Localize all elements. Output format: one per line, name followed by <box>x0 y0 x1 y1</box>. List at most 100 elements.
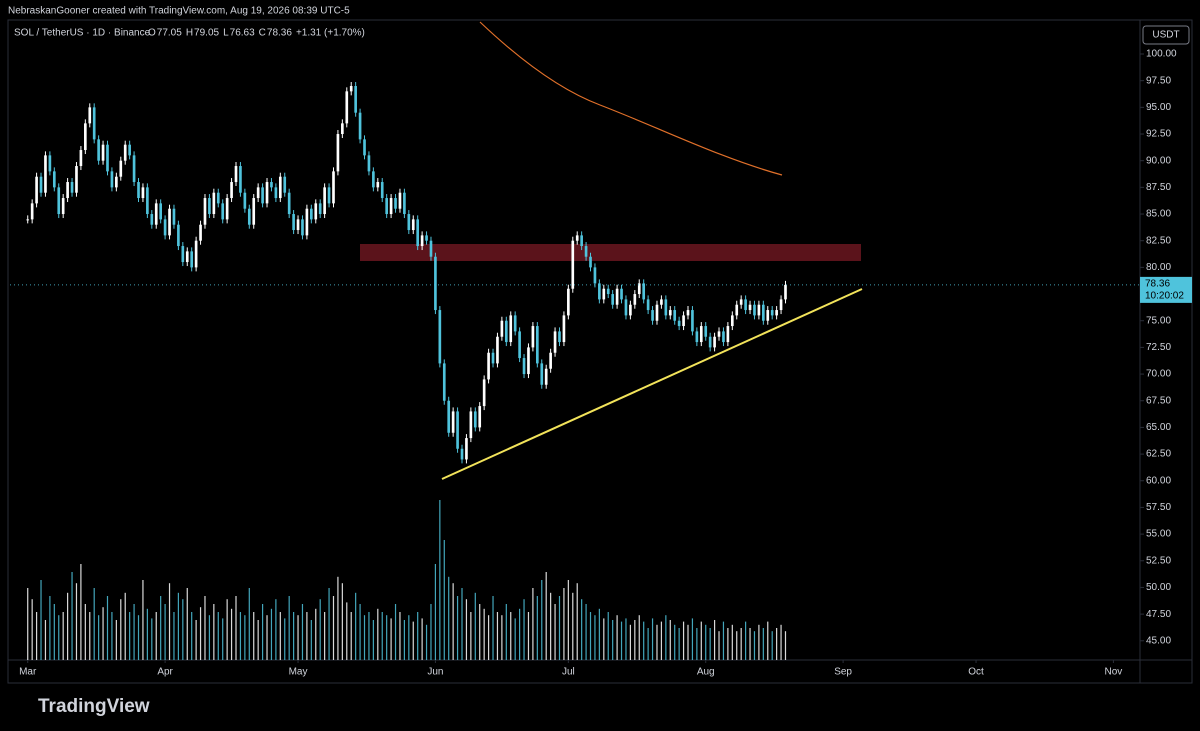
volume-bar <box>780 624 782 660</box>
candle <box>323 187 326 215</box>
volume-bar <box>523 599 525 660</box>
candle <box>341 123 344 135</box>
candle <box>70 182 74 193</box>
candle <box>84 123 87 151</box>
volume-bar <box>248 588 250 660</box>
candle <box>398 192 402 209</box>
candle <box>704 326 708 337</box>
candle <box>473 411 477 428</box>
candle <box>274 187 278 199</box>
candle <box>354 86 357 113</box>
candle <box>367 155 371 172</box>
volume-bar <box>115 620 117 660</box>
candle <box>79 150 83 167</box>
volume-bar <box>31 599 33 660</box>
y-tick-label: 52.50 <box>1146 555 1171 566</box>
candle <box>708 336 712 348</box>
logo: TradingView <box>38 696 150 717</box>
candle <box>305 208 309 236</box>
candle <box>575 235 579 241</box>
y-tick-label: 92.50 <box>1146 129 1171 140</box>
volume-bar <box>266 615 268 660</box>
y-tick-label: 62.50 <box>1146 449 1171 460</box>
volume-bar <box>669 620 671 660</box>
x-tick-label: May <box>289 667 308 678</box>
volume-bar <box>235 596 237 660</box>
y-tick-label: 50.00 <box>1146 582 1171 593</box>
volume-bar <box>727 628 729 660</box>
candle <box>132 155 136 183</box>
candle <box>185 251 189 263</box>
volume-bar <box>164 604 166 660</box>
frame <box>7 19 1193 684</box>
candle <box>345 91 349 124</box>
y-tick-label: 67.50 <box>1146 395 1171 406</box>
x-tick-label: Jun <box>427 667 443 678</box>
volume-bar <box>501 615 503 660</box>
volume-bar <box>536 596 538 660</box>
volume-bar <box>328 588 330 660</box>
candle <box>735 304 739 316</box>
volume-bar <box>558 596 561 660</box>
volume-bar <box>483 608 485 660</box>
candle <box>278 176 282 199</box>
volume-bar <box>191 612 193 660</box>
volume-bar <box>133 604 135 660</box>
candle <box>420 235 424 247</box>
candle <box>123 144 127 161</box>
candle <box>504 320 508 343</box>
volume-bar <box>643 621 645 660</box>
candle <box>633 294 637 305</box>
y-tick-label: 87.50 <box>1146 182 1171 193</box>
volume-bar <box>49 596 51 660</box>
volume-bar <box>651 618 654 660</box>
volume-bar <box>137 615 140 660</box>
volume-bar <box>696 628 698 660</box>
volume-bar <box>678 628 680 660</box>
volume-bar <box>456 596 459 660</box>
countdown: 10:20:02 <box>1145 291 1184 302</box>
candle <box>593 267 597 284</box>
candle <box>301 219 304 236</box>
y-tick-label: 82.50 <box>1146 235 1171 246</box>
candle <box>292 214 295 231</box>
volume-bar <box>625 618 627 660</box>
candle <box>380 182 384 199</box>
volume-bar <box>93 588 95 660</box>
ohlc-change: +1.31 (+1.70%) <box>296 28 365 39</box>
candle <box>611 294 614 305</box>
volume-bar <box>315 608 317 660</box>
y-tick-label: 60.00 <box>1146 475 1171 486</box>
candle <box>615 288 619 305</box>
volume-bar <box>394 604 397 660</box>
volume-bar <box>186 588 188 660</box>
candle <box>744 299 747 311</box>
symbol: SOL / TetherUS · 1D · Binance <box>14 28 151 39</box>
volume-bar <box>399 612 401 660</box>
candle <box>26 219 30 221</box>
volume-bar <box>102 607 104 660</box>
volume-bar <box>594 615 596 660</box>
candle <box>247 208 251 225</box>
candle <box>101 144 105 161</box>
volume-bar <box>226 599 228 660</box>
candle <box>283 176 287 193</box>
volume-bar <box>612 620 614 660</box>
volume-bar <box>284 618 286 660</box>
candle <box>598 283 601 300</box>
candle <box>407 214 411 231</box>
volume-bar <box>199 607 202 660</box>
moving-average <box>479 21 783 176</box>
volume-bar <box>452 583 454 660</box>
volume-bar <box>589 612 592 660</box>
candle <box>509 315 513 343</box>
y-tick-label: 97.50 <box>1146 75 1171 86</box>
volume-bar <box>142 580 144 660</box>
candle <box>677 320 681 327</box>
candle <box>92 107 96 140</box>
candle <box>730 315 734 327</box>
candle <box>691 310 694 332</box>
candle <box>372 171 375 188</box>
